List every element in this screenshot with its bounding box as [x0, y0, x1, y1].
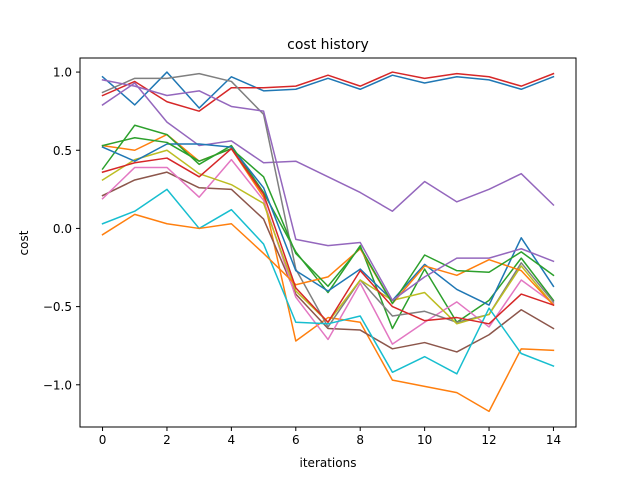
series-line-10	[101, 188, 555, 375]
series-line-15	[101, 79, 555, 302]
x-tick-label: 0	[99, 433, 107, 447]
series-line-8	[101, 72, 555, 328]
plot-frame	[79, 57, 577, 428]
x-tick-label: 10	[417, 433, 432, 447]
series-line-7	[101, 158, 555, 345]
y-tick-label: 0.5	[53, 144, 72, 158]
series-line-11	[101, 143, 555, 306]
series-line-1	[101, 71, 555, 109]
series-line-4	[101, 71, 555, 112]
y-axis-label: cost	[17, 230, 31, 255]
x-tick-label: 6	[292, 433, 300, 447]
chart-title: cost history	[287, 37, 369, 53]
axes-layer: 0 2 4 6 8 10 12 14 −1.0 −0.5 0.0 0.5 1.0	[43, 57, 577, 447]
series-line-14	[101, 147, 555, 325]
x-tick-label: 4	[228, 433, 236, 447]
x-tick-label: 8	[356, 433, 364, 447]
x-tick-label: 2	[163, 433, 171, 447]
series-line-5	[101, 82, 555, 212]
x-axis-label: iterations	[300, 456, 357, 470]
series-line-3	[101, 124, 555, 330]
y-tick-label: −1.0	[43, 378, 72, 392]
x-tick-label: 14	[546, 433, 561, 447]
y-tick-label: 0.0	[53, 222, 72, 236]
y-tick-label: 1.0	[53, 66, 72, 80]
y-tick-label: −0.5	[43, 300, 72, 314]
x-tick-label: 12	[481, 433, 496, 447]
series-line-13	[101, 136, 555, 305]
series-line-12	[101, 213, 555, 307]
series-layer	[101, 71, 555, 413]
